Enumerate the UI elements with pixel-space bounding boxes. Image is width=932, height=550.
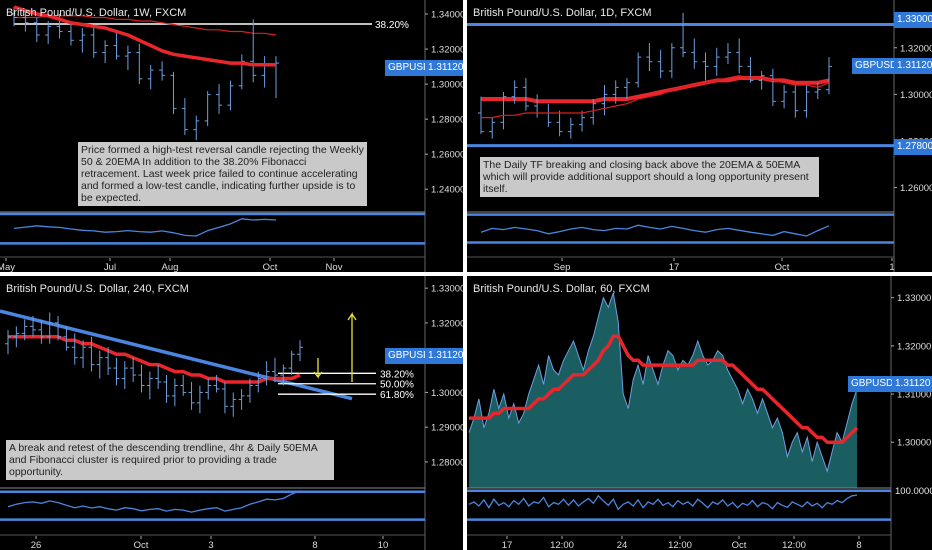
h4-x-tick-label: 10 (378, 540, 389, 550)
daily-x-tick-label: 1 (889, 262, 894, 272)
h1-chart-svg[interactable]: 1.33000 1.32000 1.31000 1.30000 17 12:00 24 12:… (467, 276, 932, 550)
daily-ema20-line (481, 75, 830, 119)
h1-x-tick-label: 12:00 (550, 540, 574, 550)
h4-up-arrow (347, 311, 357, 382)
h1-x-tick-label: 24 (617, 540, 628, 550)
h1-y-tick-label: 1.31000 (897, 390, 931, 401)
daily-level-badge-bottom: 1.27800 (894, 139, 932, 155)
weekly-fib-label: 38.20% (375, 20, 409, 31)
h1-chart-title: British Pound/U.S. Dollar, 60, FXCM (473, 283, 650, 295)
h1-ema-line (469, 334, 859, 444)
daily-y-tick-label: 1.30000 (900, 90, 932, 101)
h1-osc-level-label: 100.0000 (895, 486, 932, 497)
daily-x-tick-label: Sep (554, 262, 571, 272)
weekly-x-tick-label: May (0, 262, 15, 272)
h4-down-arrow (313, 358, 323, 379)
h1-oscillator-line (468, 494, 858, 511)
h1-price-area (469, 292, 857, 488)
weekly-price-value-badge: 1.31120 (425, 60, 463, 76)
h1-x-tick-label: 12:00 (668, 540, 692, 550)
daily-y-tick-label: 1.26000 (900, 183, 932, 194)
weekly-badge-value: 1.31120 (428, 62, 463, 73)
daily-level-badge-top: 1.33000 (894, 12, 932, 28)
weekly-chart-title: British Pound/U.S. Dollar, 1W, FXCM (6, 7, 187, 19)
weekly-ema20-line (13, 5, 276, 67)
daily-y-tick-label: 1.32000 (900, 43, 932, 54)
h1-x-tick-label: 17 (502, 540, 513, 550)
weekly-badge-symbol: GBPUSD (388, 62, 431, 73)
h4-badge-symbol: GBPUSD (388, 350, 431, 361)
weekly-x-tick-label: Nov (326, 262, 343, 272)
h1-x-tick-label: 8 (856, 540, 861, 550)
h4-x-tick-label: 8 (312, 540, 317, 550)
weekly-y-tick-label: 1.28000 (431, 115, 463, 126)
daily-badge-symbol: GBPUSD (855, 60, 898, 71)
daily-x-tick-label: Oct (775, 262, 790, 272)
weekly-y-tick-label: 1.26000 (431, 150, 463, 161)
h1-badge-value: 1.31120 (895, 378, 931, 389)
h4-y-tick-label: 1.29000 (431, 423, 463, 434)
h1-y-tick-label: 1.30000 (897, 438, 931, 449)
h1-x-tick-label: 12:00 (782, 540, 806, 550)
h4-price-value-badge: 1.31120 (425, 348, 463, 364)
h4-x-tick-label: 3 (208, 540, 213, 550)
h1-price-badge: GBPUSD (848, 376, 897, 392)
h4-fib-label-0: 38.20% (380, 369, 414, 380)
h4-y-tick-label: 1.33000 (431, 284, 463, 295)
daily-badge-value: 1.31120 (897, 60, 932, 71)
h4-price-badge: GBPUSD (385, 348, 434, 364)
h4-chart-title: British Pound/U.S. Dollar, 240, FXCM (6, 283, 189, 295)
weekly-chart-panel[interactable]: 1.34000 1.32000 1.30000 1.28000 1.26000 1.240… (0, 0, 463, 272)
h4-annotation-note: A break and retest of the descending tre… (6, 440, 334, 480)
weekly-y-tick-label: 1.30000 (431, 80, 463, 91)
h4-chart-svg[interactable]: 1.330001.320001.310001.300001.290001.280… (0, 276, 463, 550)
daily-annotation-note: The Daily TF breaking and closing back a… (480, 157, 819, 197)
weekly-y-tick-label: 1.32000 (431, 45, 463, 56)
daily-chart-title: British Pound/U.S. Dollar, 1D, FXCM (473, 7, 652, 19)
h4-y-tick-label: 1.32000 (431, 318, 463, 329)
h1-y-tick-label: 1.33000 (897, 293, 931, 304)
h4-y-tick-label: 1.30000 (431, 388, 463, 399)
h4-oscillator-line (7, 490, 301, 513)
weekly-price-badge: GBPUSD (385, 60, 434, 76)
h4-y-tick-label: 1.28000 (431, 457, 463, 468)
weekly-y-tick-label: 1.24000 (431, 185, 463, 196)
h4-fib-label-1: 50.00% (380, 380, 414, 391)
weekly-x-tick-label: Aug (162, 262, 179, 272)
daily-x-tick-label: 17 (669, 262, 680, 272)
h4-x-tick-label: Oct (134, 540, 149, 550)
weekly-annotation-note: Price formed a high-test reversal candle… (78, 142, 367, 206)
weekly-x-tick-label: Jul (104, 262, 116, 272)
h4-fib-label-2: 61.80% (380, 390, 414, 401)
h4-ema-line (8, 335, 301, 384)
weekly-oscillator-line (13, 218, 277, 237)
h4-badge-value: 1.31120 (428, 350, 463, 361)
weekly-x-tick-label: Oct (263, 262, 278, 272)
h1-x-tick-label: Oct (732, 540, 747, 550)
h4-x-tick-label: 26 (31, 540, 42, 550)
h1-y-tick-label: 1.32000 (897, 341, 931, 352)
weekly-ema50-line (14, 15, 277, 36)
h1-price-value-badge: 1.31120 (892, 376, 932, 392)
h1-chart-panel[interactable]: 1.33000 1.32000 1.31000 1.30000 17 12:00 24 12:… (467, 276, 932, 550)
h1-badge-symbol: GBPUSD (851, 378, 894, 389)
weekly-chart-svg[interactable]: 1.34000 1.32000 1.30000 1.28000 1.26000 1.240… (0, 0, 463, 272)
h4-chart-panel[interactable]: 1.330001.320001.310001.300001.290001.280… (0, 276, 463, 550)
daily-price-value-badge: 1.31120 (894, 58, 932, 74)
daily-oscillator-line (480, 224, 830, 237)
daily-price-badge: GBPUSD (852, 58, 901, 74)
weekly-y-tick-label: 1.34000 (431, 10, 463, 21)
